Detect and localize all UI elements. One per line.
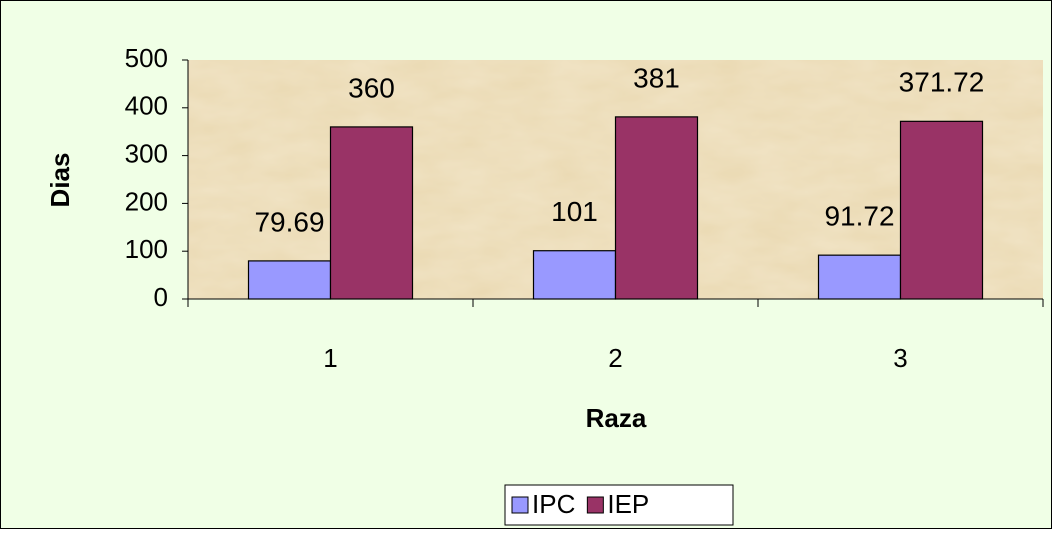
bar bbox=[817, 254, 902, 300]
legend bbox=[504, 484, 734, 526]
value-label: 101 bbox=[551, 196, 598, 227]
value-label: 371.72 bbox=[899, 67, 985, 98]
x-tick-label: 3 bbox=[893, 343, 907, 373]
y-tick-label: 100 bbox=[125, 234, 168, 264]
y-axis-title: Dias bbox=[45, 153, 75, 208]
y-tick-label: 300 bbox=[125, 138, 168, 168]
bar bbox=[532, 250, 617, 300]
value-label: 360 bbox=[348, 72, 395, 103]
bar bbox=[899, 120, 984, 300]
bar bbox=[329, 126, 414, 300]
y-tick-label: 0 bbox=[154, 282, 168, 312]
value-label: 79.69 bbox=[254, 206, 324, 237]
y-tick-label: 200 bbox=[125, 186, 168, 216]
x-tick-label: 2 bbox=[608, 343, 622, 373]
value-label: 91.72 bbox=[824, 201, 894, 232]
legend-swatch bbox=[511, 496, 529, 514]
y-tick-label: 400 bbox=[125, 91, 168, 121]
x-axis-title: Raza bbox=[586, 403, 647, 433]
legend-swatch bbox=[586, 496, 604, 514]
legend-label: IEP bbox=[607, 489, 649, 519]
x-tick-label: 1 bbox=[323, 343, 337, 373]
value-label: 381 bbox=[633, 62, 680, 93]
y-tick-label: 500 bbox=[125, 43, 168, 73]
legend-label: IPC bbox=[532, 489, 575, 519]
bar bbox=[247, 260, 332, 300]
bar bbox=[614, 116, 699, 300]
